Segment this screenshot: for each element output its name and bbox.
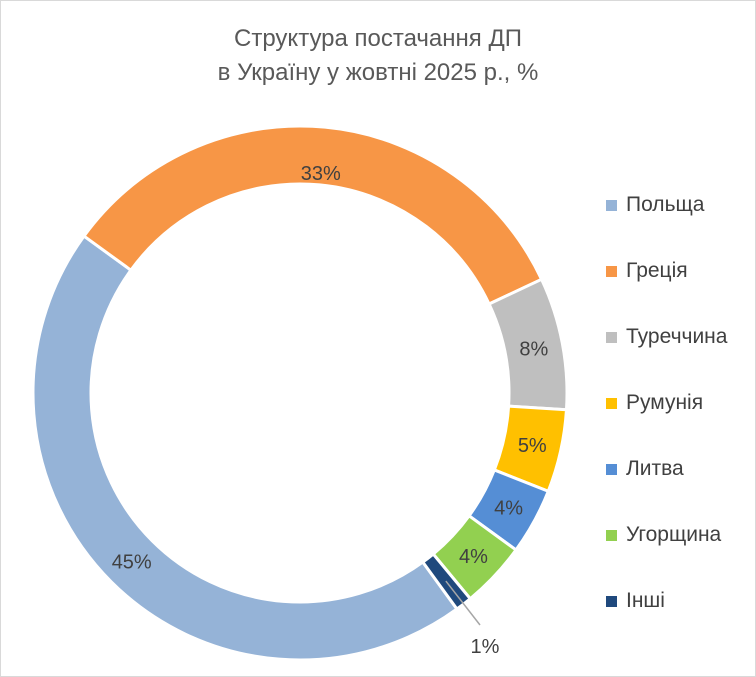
legend-label: Польща [626,193,705,216]
data-label-4: 4% [494,498,523,520]
legend-swatch [606,397,617,409]
legend: Польща Греція Туреччина Румунія Литва Угорщин… [606,172,727,634]
data-label-1: 33% [301,163,341,185]
legend-item: Литва [606,436,727,502]
legend-swatch [606,529,617,541]
legend-swatch [606,595,617,607]
legend-label: Греція [626,259,688,282]
data-label-3: 5% [518,435,547,457]
legend-item: Інші [606,568,727,634]
data-label-2: 8% [519,338,548,360]
data-label-6: 1% [471,636,500,658]
legend-item: Румунія [606,370,727,436]
chart-title-line2: в Україну у жовтні 2025 р., % [217,59,539,86]
legend-label: Туреччина [626,325,728,348]
slice-0 [31,233,460,662]
leader-line-6 [445,580,481,626]
legend-label: Литва [626,457,684,480]
legend-label: Інші [626,589,665,612]
legend-swatch [606,331,617,343]
data-label-5: 4% [459,546,488,568]
legend-label: Румунія [626,391,704,414]
legend-item: Туреччина [606,304,727,370]
legend-label: Угорщина [626,523,722,546]
legend-swatch [606,265,617,277]
slice-1 [81,124,544,307]
legend-item: Угорщина [606,502,727,568]
legend-item: Польща [606,172,727,238]
legend-swatch [606,463,617,475]
data-label-0: 45% [112,551,152,573]
legend-item: Греція [606,238,727,304]
legend-swatch [606,199,617,211]
chart-title-line1: Структура постачання ДП [234,25,522,52]
